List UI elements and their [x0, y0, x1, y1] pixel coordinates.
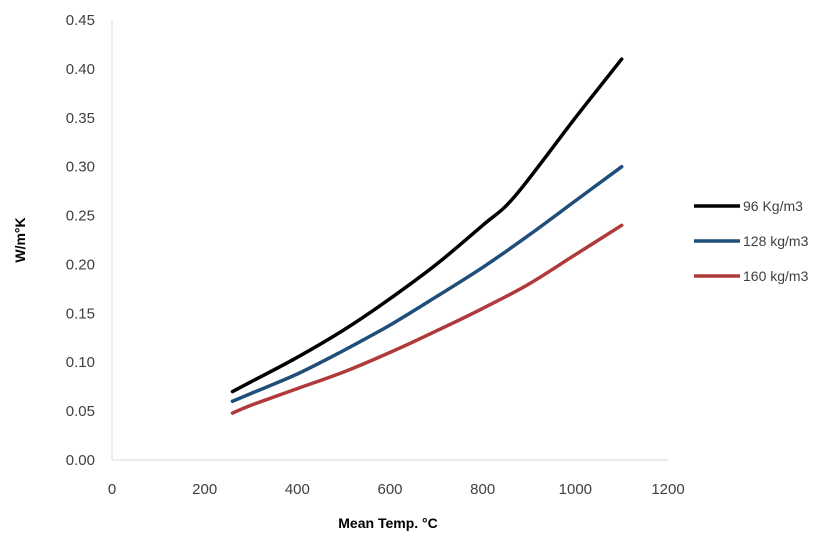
series-lines [230, 57, 624, 415]
series-line-160-kg-m3 [230, 223, 624, 415]
series-line-128-kg-m3 [230, 164, 624, 404]
x-tick-label: 800 [470, 481, 495, 498]
y-tick-label: 0.40 [66, 61, 95, 78]
x-tick-label: 200 [192, 481, 217, 498]
y-axis-title: W/m°K [12, 217, 28, 262]
y-tick-label: 0.20 [66, 256, 95, 273]
y-tick-label: 0.10 [66, 354, 95, 371]
x-tick-label: 1000 [559, 481, 592, 498]
legend-label-96-kg-m3: 96 Kg/m3 [743, 198, 803, 214]
x-tick-label: 400 [285, 481, 310, 498]
series-line-96-kg-m3 [230, 57, 624, 394]
legend-label-128-kg-m3: 128 kg/m3 [743, 233, 809, 249]
x-tick-label: 600 [377, 481, 402, 498]
x-tick-label: 1200 [651, 481, 684, 498]
legend-label-160-kg-m3: 160 kg/m3 [743, 268, 809, 284]
y-tick-label: 0.45 [66, 12, 95, 29]
y-tick-label: 0.15 [66, 305, 95, 322]
x-tick-labels: 0 200 400 600 800 1000 1200 [108, 481, 685, 498]
x-tick-label: 0 [108, 481, 116, 498]
y-tick-label: 0.35 [66, 110, 95, 127]
legend: 96 Kg/m3 128 kg/m3 160 kg/m3 [694, 198, 809, 284]
y-tick-label: 0.05 [66, 403, 95, 420]
y-tick-label: 0.30 [66, 159, 95, 176]
y-tick-label: 0.00 [66, 452, 95, 469]
y-tick-labels: 0.00 0.05 0.10 0.15 0.20 0.25 0.30 0.35 0.40 0.45 [66, 12, 95, 469]
x-axis-title: Mean Temp. °C [338, 515, 437, 531]
axes [111, 20, 668, 461]
y-tick-label: 0.25 [66, 208, 95, 225]
